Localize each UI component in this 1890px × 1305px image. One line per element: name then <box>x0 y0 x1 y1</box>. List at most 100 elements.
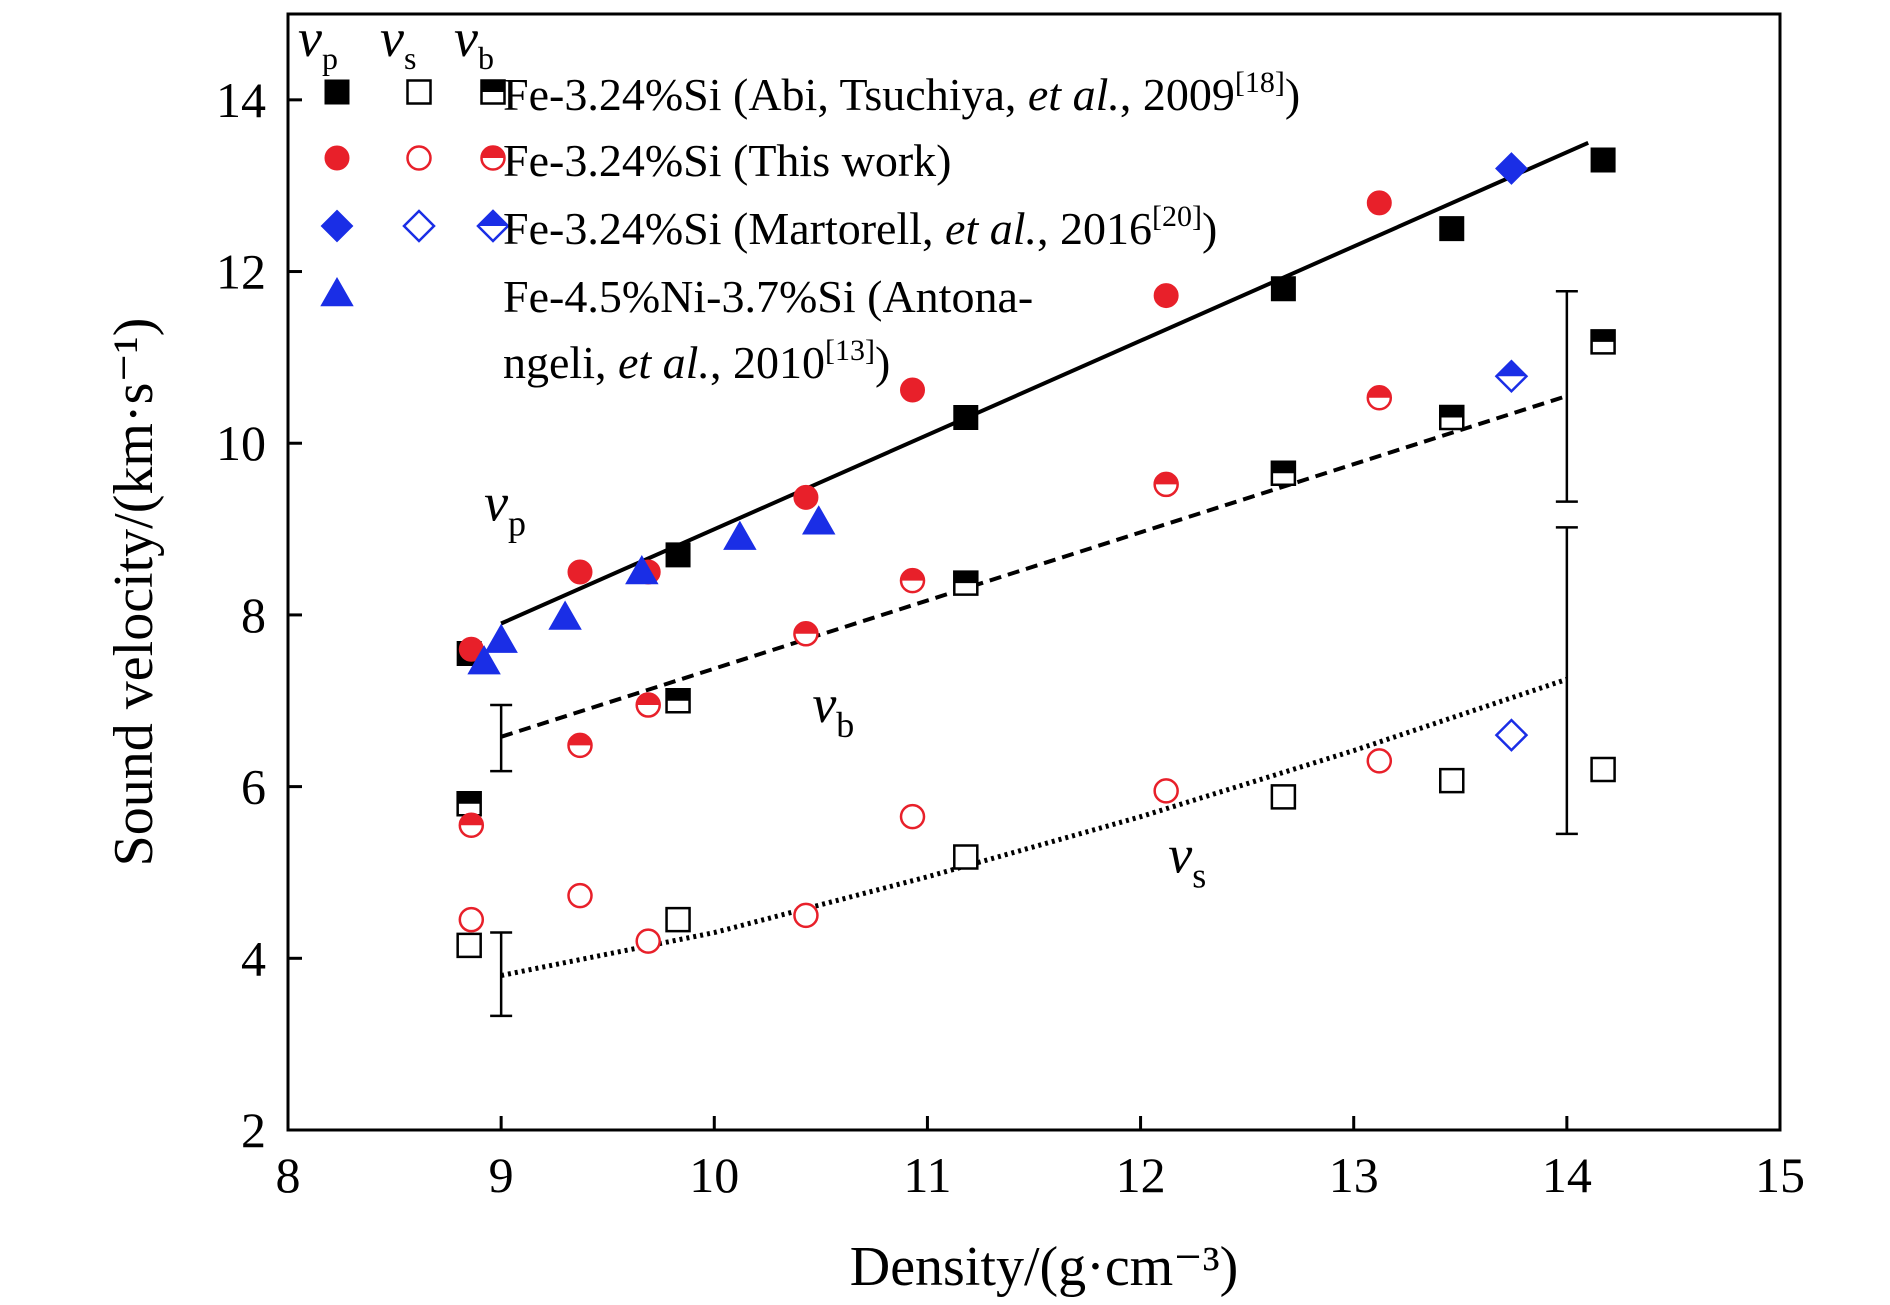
data-point-triangle-filled <box>467 645 501 675</box>
data-point-triangle-filled <box>548 600 582 630</box>
error-bars <box>490 290 1578 1018</box>
marker-shape <box>548 600 582 630</box>
fit-line-vb <box>500 394 1568 739</box>
data-point-circle-half <box>635 692 661 718</box>
curve-label-symbol: v <box>1168 824 1192 884</box>
legend-marker-diamond-half <box>476 209 510 243</box>
legend-entry-anton: Fe-4.5%Ni-3.7%Si (Antona- <box>503 271 1033 322</box>
data-point-circle-half <box>567 732 593 759</box>
legend-text-citation: [13] <box>825 334 875 367</box>
legend-entry-abi: Fe-3.24%Si (Abi, Tsuchiya, et al., 2009[… <box>503 66 1300 120</box>
data-point-square-filled <box>1590 147 1616 173</box>
marker-shape <box>568 733 592 746</box>
x-tick-label: 9 <box>489 1147 514 1203</box>
data-point-square-open <box>1590 756 1616 783</box>
legend-header-symbol: v <box>380 8 404 68</box>
marker-shape <box>1439 767 1465 794</box>
legend-text-year: , 2016 <box>1037 203 1152 254</box>
y-axis-title: Sound velocity/(km·s⁻¹) <box>103 318 165 867</box>
legend-text-italic: et al. <box>618 337 710 388</box>
marker-shape <box>459 813 483 826</box>
marker-shape <box>794 622 818 634</box>
marker-shape <box>665 906 691 933</box>
data-point-square-half <box>1270 460 1297 487</box>
marker-shape <box>567 559 593 585</box>
x-tick-label: 8 <box>276 1147 301 1203</box>
data-point-triangle-filled <box>723 520 757 550</box>
fit-line-vs <box>500 676 1568 978</box>
legend-header-symbol: v <box>298 8 322 68</box>
marker-shape <box>406 79 432 105</box>
marker-shape <box>567 882 593 909</box>
legend-marker-circle-filled <box>324 145 350 171</box>
legend-marker-circle-open <box>406 145 432 171</box>
marker-shape <box>1270 276 1296 302</box>
marker-shape <box>953 844 979 870</box>
y-tick-label: 2 <box>241 1102 266 1158</box>
data-point-circle-filled <box>567 559 593 585</box>
data-point-square-open <box>1439 767 1465 794</box>
legend-text-citation: [20] <box>1152 200 1202 233</box>
marker-shape <box>953 404 979 430</box>
marker-shape <box>793 484 819 510</box>
marker-shape <box>901 569 925 581</box>
x-axis-title: Density/(g·cm⁻³) <box>850 1236 1238 1298</box>
data-point-square-half <box>1590 329 1616 355</box>
data-point-triangle-filled <box>484 623 518 653</box>
data-point-square-half <box>665 688 691 714</box>
marker-shape <box>899 803 926 830</box>
data-point-square-half <box>1439 404 1465 431</box>
x-tick-label: 11 <box>903 1147 951 1203</box>
curve-label-vp: vp <box>484 472 526 543</box>
legend-text-italic: et al. <box>1028 69 1120 120</box>
y-tick-label: 12 <box>216 244 266 300</box>
marker-shape <box>1154 472 1178 485</box>
legend-text-close: ) <box>1285 69 1300 120</box>
data-point-diamond-half <box>1494 359 1529 394</box>
marker-shape <box>402 209 436 243</box>
marker-shape <box>1496 361 1527 377</box>
data-point-triangle-filled <box>625 554 659 585</box>
data-point-circle-filled <box>1366 190 1392 216</box>
legend-marker-square-filled <box>324 79 350 105</box>
legend-marker-square-open <box>406 79 432 105</box>
curve-label-symbol: v <box>484 472 508 532</box>
axis-ticks: 8 9 10 11 12 13 14 15 2 4 6 8 10 12 14 <box>216 72 1805 1203</box>
legend-text-year: , 2009 <box>1120 69 1235 120</box>
data-point-circle-open <box>1153 778 1179 804</box>
marker-shape <box>625 554 659 585</box>
marker-shape <box>324 145 350 171</box>
marker-shape <box>1591 330 1615 342</box>
marker-shape <box>1153 778 1179 804</box>
legend-header-vb: vb <box>454 8 494 76</box>
marker-shape <box>1494 718 1529 752</box>
legend-entry-anton-line2: ngeli, et al., 2010[13]) <box>503 334 890 388</box>
marker-shape <box>320 209 354 243</box>
legend-text-citation: [18] <box>1235 66 1285 99</box>
curve-label-symbol: v <box>812 674 836 734</box>
marker-shape <box>320 276 354 307</box>
marker-shape <box>900 377 926 403</box>
curve-label-subscript: p <box>508 503 526 543</box>
curve-label-vb: vb <box>812 674 854 745</box>
x-tick-label: 10 <box>689 1147 739 1203</box>
data-point-circle-open <box>793 902 819 929</box>
legend-marker-diamond-open <box>402 209 436 243</box>
marker-shape <box>458 906 485 933</box>
marker-shape <box>1439 216 1465 242</box>
data-point-circle-filled <box>900 377 926 403</box>
marker-shape <box>457 792 481 804</box>
marker-shape <box>456 932 482 959</box>
data-point-circle-open <box>1366 748 1393 774</box>
legend-marker-circle-half <box>480 145 506 171</box>
marker-shape <box>954 571 978 584</box>
legend-entry-mart: Fe-3.24%Si (Martorell, et al., 2016[20]) <box>503 200 1217 254</box>
legend-text-main: Fe-3.24%Si (This work) <box>503 135 951 186</box>
legend-marker-diamond-filled <box>320 209 354 243</box>
marker-shape <box>1271 461 1295 474</box>
curve-label-subscript: b <box>836 705 854 745</box>
legend-header-subscript: s <box>404 40 416 76</box>
data-point-circle-filled <box>793 484 819 510</box>
data-point-circle-filled <box>1153 283 1179 309</box>
